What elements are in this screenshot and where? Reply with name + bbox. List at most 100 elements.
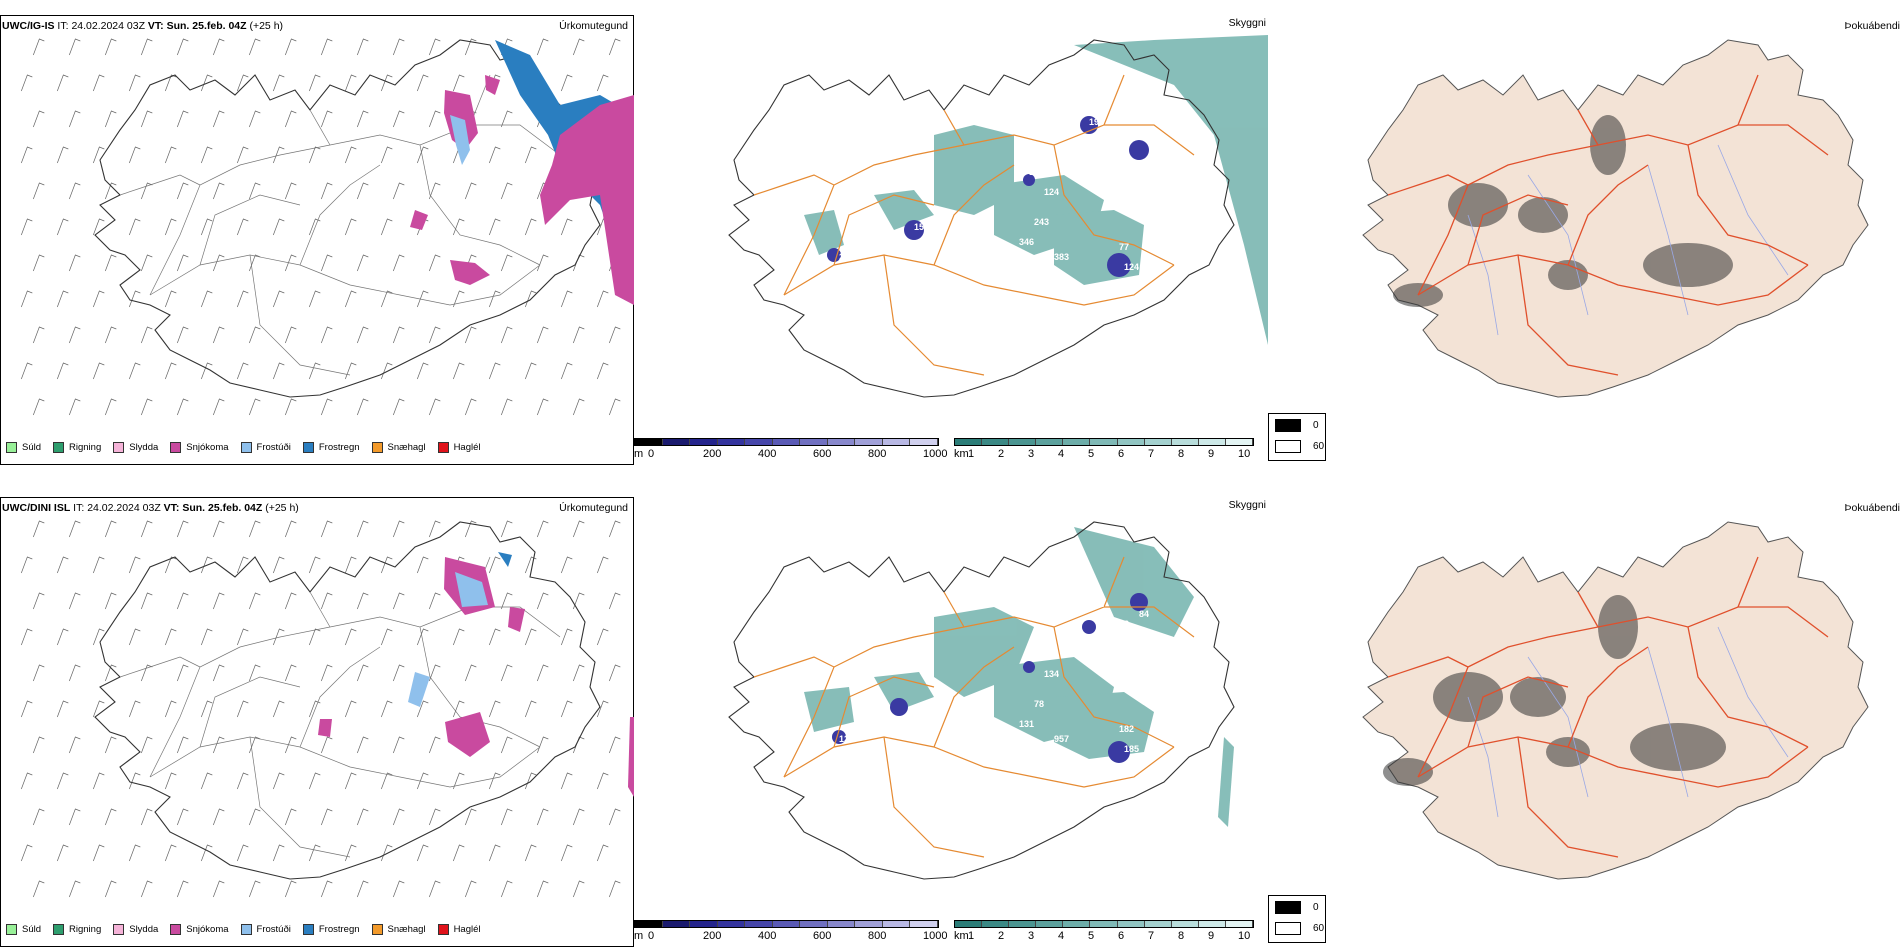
road-line	[883, 736, 985, 858]
color-step	[1036, 439, 1064, 445]
river-line	[1647, 646, 1689, 798]
scale-unit: km	[954, 930, 969, 942]
legend-swatch	[170, 442, 182, 453]
visibility-value-label: 222	[1114, 619, 1129, 629]
wind-barb	[21, 74, 33, 92]
wind-barb	[213, 736, 225, 754]
wind-barb	[129, 362, 141, 380]
road-line	[1387, 656, 1469, 678]
wind-barb	[393, 880, 405, 898]
color-step	[745, 921, 773, 927]
legend-item: Súld	[6, 442, 41, 453]
wind-barb	[465, 664, 477, 682]
wind-barb	[213, 592, 225, 610]
road-line	[943, 109, 965, 146]
road-line	[199, 676, 301, 748]
legend-swatch	[1275, 922, 1301, 935]
legend-swatch	[170, 924, 182, 935]
wind-barb	[285, 592, 297, 610]
road-line	[1517, 736, 1619, 858]
legend-swatch	[371, 442, 383, 453]
wind-barb	[69, 736, 81, 754]
wind-barb	[321, 592, 333, 610]
visibility-value-label: 182	[1119, 724, 1134, 734]
wind-barb	[561, 556, 573, 574]
wind-barb	[33, 520, 45, 538]
road-line	[149, 254, 541, 306]
wind-barb	[345, 556, 357, 574]
wind-barb	[537, 880, 549, 898]
visibility-map: 1936001025258413810512424315534638377124…	[728, 35, 1268, 398]
road-line	[149, 736, 541, 788]
wind-barb	[285, 182, 297, 200]
scale-tick-label: 600	[813, 930, 832, 942]
wind-barb	[69, 326, 81, 344]
wind-barb	[285, 664, 297, 682]
wind-barb	[501, 808, 513, 826]
wind-barb	[105, 808, 117, 826]
visibility-scale: km 1 2 3 4 5 6 7 8 9 10	[954, 920, 1259, 944]
wind-barb	[609, 736, 621, 754]
iceland-land	[1362, 39, 1869, 398]
wind-barb	[237, 844, 249, 862]
wind-barb	[537, 736, 549, 754]
scale-tick-label: 1	[968, 448, 975, 460]
wind-barb	[357, 38, 369, 56]
color-step	[882, 921, 911, 927]
wind-barb	[309, 290, 321, 308]
road-network	[119, 74, 561, 376]
road-line	[119, 656, 201, 678]
wind-barb	[429, 254, 441, 272]
wind-barb	[357, 110, 369, 128]
precip-legend: Súld Rigning Slydda Snjókoma Frostúði Frostre…	[6, 924, 481, 935]
wind-barb	[33, 880, 45, 898]
wind-barb	[561, 772, 573, 790]
wind-barb	[249, 110, 261, 128]
precip-type-map	[21, 520, 634, 898]
color-step	[855, 439, 883, 445]
wind-barb	[393, 182, 405, 200]
snowfall-area	[508, 607, 525, 632]
road-line	[309, 591, 331, 628]
wind-barb	[537, 398, 549, 416]
it-value: 24.02.2024 03Z	[71, 20, 145, 32]
road-line	[149, 124, 561, 296]
wind-barb	[357, 880, 369, 898]
panel-title: Þokuábendi	[1844, 502, 1900, 514]
run-info: UWC/DINI ISL IT: 24.02.2024 03Z VT: Sun.…	[2, 502, 299, 514]
road-network	[1387, 556, 1829, 858]
frost-drizzle-area	[408, 672, 430, 707]
wind-barb	[105, 182, 117, 200]
road-line	[1567, 164, 1649, 266]
wind-barb	[537, 520, 549, 538]
wind-barb	[165, 628, 177, 646]
wind-barb	[609, 808, 621, 826]
scale-tick-label: 8	[1178, 930, 1185, 942]
color-step	[1198, 921, 1226, 927]
wind-barb	[285, 398, 297, 416]
wind-barb	[33, 808, 45, 826]
wind-barb	[597, 628, 609, 646]
visibility-scale: km 1 2 3 4 5 6 7 8 9 10	[954, 438, 1259, 462]
snowfall-area	[445, 712, 490, 757]
wind-barb	[105, 880, 117, 898]
color-step	[717, 439, 746, 445]
legend-label: Snæhagl	[387, 442, 426, 453]
wind-barb	[129, 628, 141, 646]
wind-barb	[561, 218, 573, 236]
scale-tick-label: 800	[868, 448, 887, 460]
color-step	[882, 439, 911, 445]
iceland-coastline	[728, 39, 1235, 398]
scale-tick-label: 3	[1028, 448, 1035, 460]
wind-barb	[249, 880, 261, 898]
wind-barb	[213, 520, 225, 538]
wind-barb	[501, 664, 513, 682]
wind-barb	[453, 218, 465, 236]
wind-barb	[309, 700, 321, 718]
wind-barb	[177, 880, 189, 898]
legend-swatch	[53, 924, 65, 935]
wind-barb	[141, 592, 153, 610]
wind-barb	[93, 700, 105, 718]
wind-barb	[453, 628, 465, 646]
wind-barb	[609, 38, 621, 56]
